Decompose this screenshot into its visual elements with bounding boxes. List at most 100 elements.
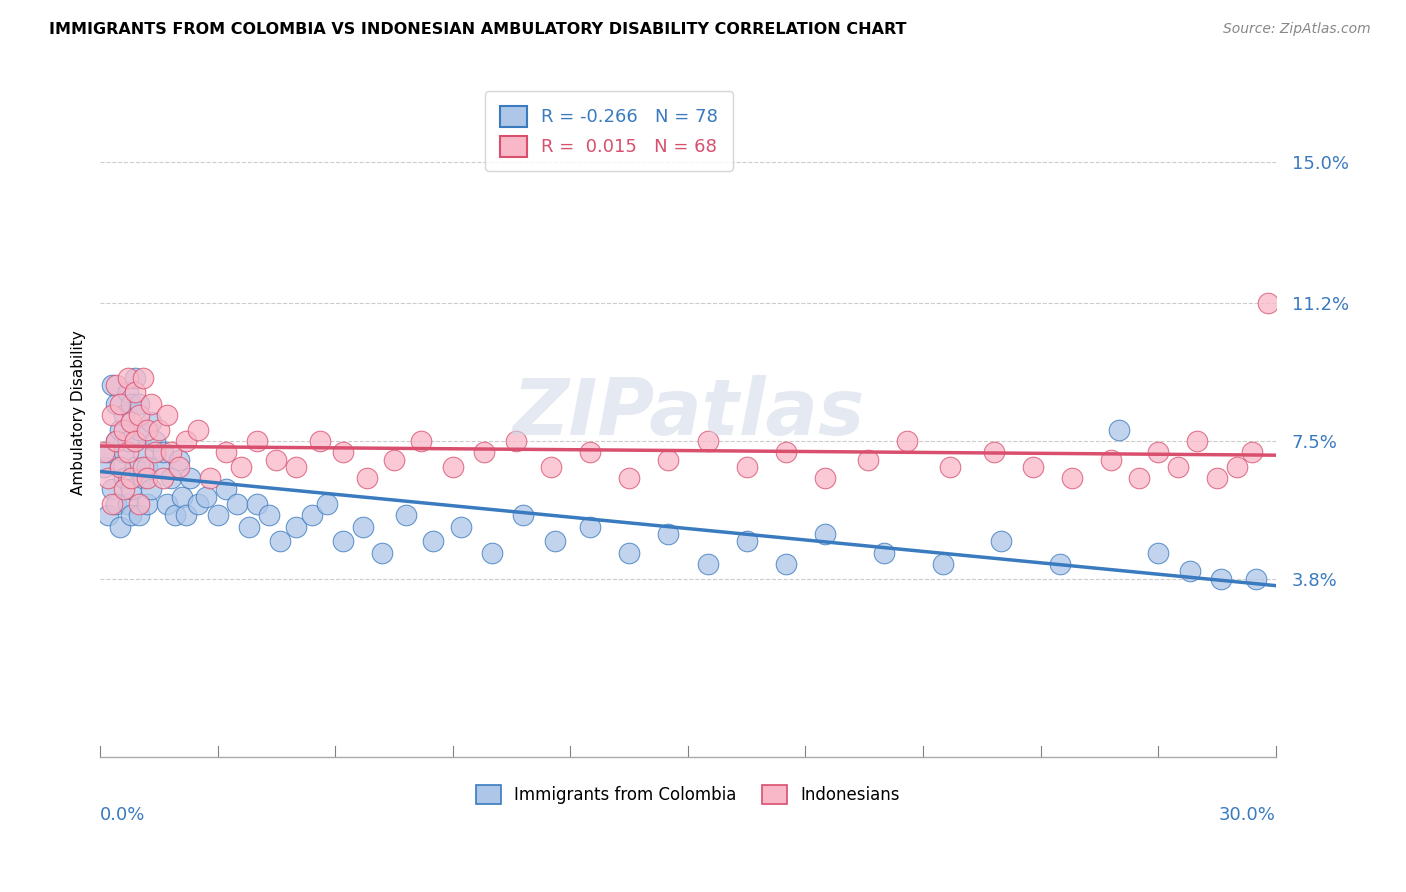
Point xyxy=(1049,557,1071,571)
Point xyxy=(246,434,269,448)
Point xyxy=(132,459,155,474)
Point xyxy=(332,534,354,549)
Point xyxy=(136,497,159,511)
Point xyxy=(132,471,155,485)
Point xyxy=(104,397,127,411)
Point xyxy=(128,497,150,511)
Point xyxy=(156,497,179,511)
Point xyxy=(143,434,166,448)
Point xyxy=(117,434,139,448)
Point xyxy=(512,508,534,523)
Point xyxy=(735,534,758,549)
Point xyxy=(112,471,135,485)
Point xyxy=(257,508,280,523)
Point xyxy=(172,490,194,504)
Text: 0.0%: 0.0% xyxy=(100,805,145,823)
Point xyxy=(112,445,135,459)
Point xyxy=(97,471,120,485)
Point xyxy=(128,397,150,411)
Point xyxy=(814,471,837,485)
Point xyxy=(104,434,127,448)
Point xyxy=(124,434,146,448)
Point xyxy=(112,423,135,437)
Point xyxy=(117,385,139,400)
Point xyxy=(696,557,718,571)
Point xyxy=(128,508,150,523)
Point xyxy=(152,445,174,459)
Point xyxy=(266,452,288,467)
Point xyxy=(856,452,879,467)
Text: 30.0%: 30.0% xyxy=(1219,805,1275,823)
Legend: Immigrants from Colombia, Indonesians: Immigrants from Colombia, Indonesians xyxy=(470,779,907,811)
Point xyxy=(148,459,170,474)
Point xyxy=(1128,471,1150,485)
Point xyxy=(124,459,146,474)
Point xyxy=(97,508,120,523)
Point xyxy=(136,459,159,474)
Point xyxy=(214,445,236,459)
Point xyxy=(124,385,146,400)
Point xyxy=(269,534,291,549)
Point xyxy=(1206,471,1229,485)
Point xyxy=(990,534,1012,549)
Point xyxy=(179,471,201,485)
Point xyxy=(1099,452,1122,467)
Point xyxy=(163,508,186,523)
Point xyxy=(117,370,139,384)
Point xyxy=(194,490,217,504)
Point xyxy=(316,497,339,511)
Point xyxy=(167,452,190,467)
Point xyxy=(97,445,120,459)
Point xyxy=(481,546,503,560)
Point xyxy=(214,483,236,497)
Point xyxy=(441,459,464,474)
Point xyxy=(139,415,162,429)
Point xyxy=(1147,445,1170,459)
Point xyxy=(1241,445,1264,459)
Point xyxy=(112,408,135,422)
Point xyxy=(93,445,115,459)
Point xyxy=(983,445,1005,459)
Point xyxy=(231,459,253,474)
Point xyxy=(472,445,495,459)
Point xyxy=(371,546,394,560)
Point xyxy=(101,497,124,511)
Point xyxy=(896,434,918,448)
Point xyxy=(108,423,131,437)
Point xyxy=(579,519,602,533)
Point xyxy=(657,527,679,541)
Point xyxy=(104,378,127,392)
Point xyxy=(395,508,418,523)
Point xyxy=(148,423,170,437)
Point xyxy=(128,423,150,437)
Point xyxy=(1225,459,1247,474)
Point xyxy=(544,534,567,549)
Point xyxy=(136,471,159,485)
Point xyxy=(382,452,405,467)
Point xyxy=(117,497,139,511)
Point xyxy=(285,459,308,474)
Point xyxy=(136,423,159,437)
Point xyxy=(207,508,229,523)
Point xyxy=(101,483,124,497)
Point xyxy=(132,445,155,459)
Point xyxy=(121,508,143,523)
Point xyxy=(411,434,433,448)
Point xyxy=(939,459,962,474)
Point xyxy=(540,459,562,474)
Point xyxy=(579,445,602,459)
Point xyxy=(1147,546,1170,560)
Point xyxy=(187,497,209,511)
Text: ZIPatlas: ZIPatlas xyxy=(512,375,865,451)
Point xyxy=(121,471,143,485)
Point xyxy=(238,519,260,533)
Point xyxy=(108,397,131,411)
Point xyxy=(696,434,718,448)
Point xyxy=(657,452,679,467)
Point xyxy=(104,434,127,448)
Point xyxy=(124,370,146,384)
Point xyxy=(159,445,181,459)
Point xyxy=(1022,459,1045,474)
Point xyxy=(152,471,174,485)
Point xyxy=(735,459,758,474)
